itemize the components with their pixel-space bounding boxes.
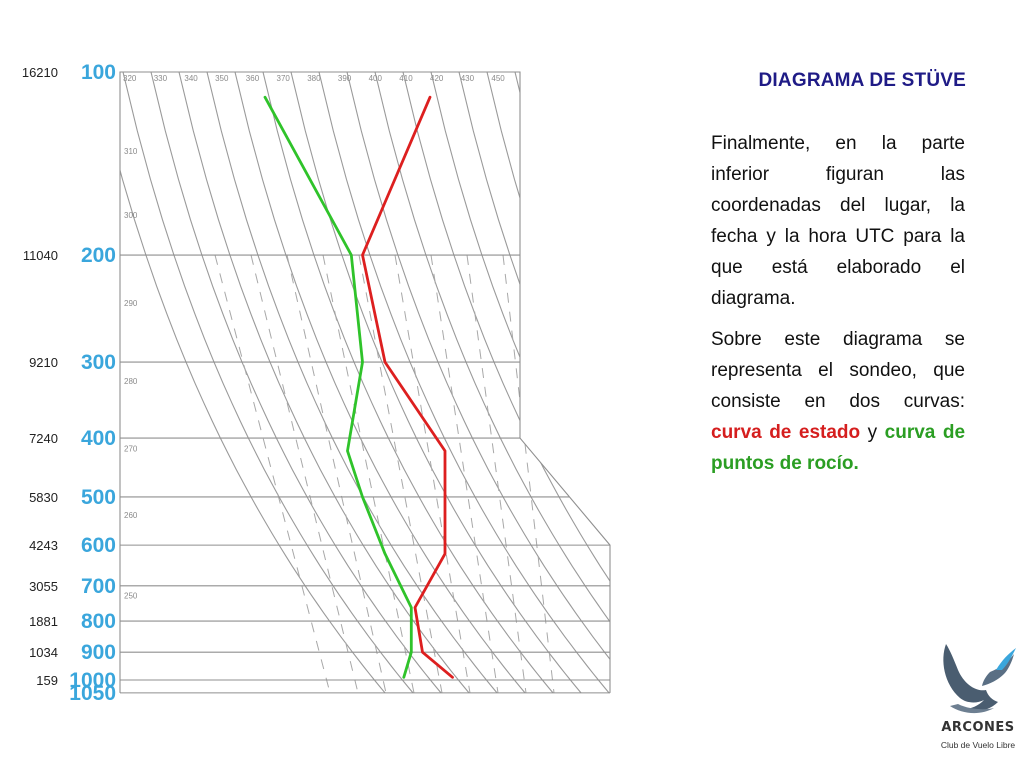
- explanation-text: Finalmente, en la parte inferior figuran…: [711, 128, 965, 489]
- pressure-tick-label: 400: [81, 427, 116, 450]
- dry-adiabat-line: [486, 72, 610, 693]
- paragraph-sounding: Sobre este diagrama se representa el son…: [711, 324, 965, 479]
- dry-adiabat-line: [683, 72, 700, 693]
- theta-side-label: 280: [124, 377, 138, 386]
- height-label: 16210: [22, 65, 58, 80]
- pressure-tick-label: 700: [81, 575, 116, 598]
- theta-top-label: 430: [461, 74, 475, 83]
- diagram-border: [119, 71, 611, 693]
- dry-adiabat-line: [570, 72, 610, 693]
- height-label: 3055: [29, 579, 58, 594]
- slide-title: DIAGRAMA DE STÜVE: [758, 70, 966, 91]
- height-label: 9210: [29, 355, 58, 370]
- paragraph-connector: y: [860, 422, 885, 443]
- paragraph-end: .: [853, 453, 859, 474]
- eagle-icon: [943, 644, 1016, 714]
- height-label: 4243: [29, 538, 58, 553]
- pressure-tick-label: 500: [81, 486, 116, 509]
- dry-adiabat-line: [402, 72, 610, 693]
- theta-top-label: 380: [307, 74, 321, 83]
- theta-side-label: 260: [124, 511, 138, 520]
- logo-name: ARCONES: [941, 720, 1015, 735]
- theta-top-label: 390: [338, 74, 352, 83]
- saturation-line: [394, 254, 471, 693]
- dewpoint-curve: [263, 95, 413, 679]
- state-curve-term: curva de estado: [711, 422, 861, 443]
- pressure-tick-label: 200: [81, 244, 116, 267]
- state-curve: [361, 95, 454, 679]
- theta-top-label: 360: [246, 74, 260, 83]
- height-label: 11040: [23, 248, 58, 263]
- theta-top-label: 450: [491, 74, 505, 83]
- theta-side-label: 300: [124, 211, 138, 220]
- logo-subtitle: Club de Vuelo Libre: [940, 740, 1016, 750]
- theta-top-label: 370: [277, 74, 291, 83]
- dry-adiabat-line: [178, 72, 470, 693]
- pressure-tick-label: 600: [81, 534, 116, 557]
- dry-adiabat-line: [262, 72, 554, 693]
- dry-adiabat-line: [318, 72, 610, 693]
- pressure-tick-label: 1000: [69, 669, 116, 692]
- arcones-logo: ARCONES Club de Vuelo Libre: [936, 640, 1020, 760]
- height-label: 1881: [29, 614, 58, 629]
- dry-adiabat-line: [122, 72, 414, 693]
- dry-adiabat-line: [627, 72, 700, 693]
- saturation-line: [466, 254, 527, 693]
- theta-top-label: 320: [123, 74, 137, 83]
- theta-top-label: 330: [154, 74, 168, 83]
- theta-side-label: 310: [124, 147, 138, 156]
- paragraph-coordinates: Finalmente, en la parte inferior figuran…: [711, 133, 965, 309]
- dry-adiabat-line: [120, 72, 386, 693]
- theta-top-label: 420: [430, 74, 444, 83]
- pressure-tick-label: 100: [81, 61, 116, 84]
- dewpoint-curve-term: curva de puntos de rocío: [711, 422, 966, 474]
- paragraph-intro: Sobre este diagrama se representa el son…: [711, 329, 965, 412]
- dry-adiabat-line: [150, 72, 442, 693]
- saturation-line: [502, 254, 555, 693]
- theta-top-label: 400: [369, 74, 383, 83]
- dry-adiabat-line: [598, 72, 610, 693]
- dry-adiabat-line: [290, 72, 582, 693]
- dry-adiabat-line: [655, 72, 700, 693]
- pressure-tick-label: 800: [81, 610, 116, 633]
- dry-adiabat-line: [346, 72, 610, 693]
- saturation-line: [322, 254, 415, 693]
- pressure-tick-label: 1050: [69, 682, 116, 705]
- dry-adiabat-line: [430, 72, 610, 693]
- theta-top-label: 410: [399, 74, 413, 83]
- dry-adiabat-line: [458, 72, 610, 693]
- saturation-line: [430, 254, 499, 693]
- saturation-line: [214, 254, 331, 693]
- height-label: 5830: [29, 490, 58, 505]
- stuve-diagram: 320 330 340 350 360 370 380 390 400 410 420 430 450 3…: [22, 61, 700, 705]
- theta-side-label: 250: [124, 591, 138, 600]
- theta-top-label: 340: [184, 74, 198, 83]
- pressure-tick-label: 900: [81, 641, 116, 664]
- height-label: 159: [36, 673, 58, 688]
- theta-side-label: 270: [124, 444, 138, 453]
- theta-side-label: 290: [124, 299, 138, 308]
- dry-adiabat-line: [234, 72, 526, 693]
- height-label: 1034: [29, 645, 58, 660]
- theta-top-label: 350: [215, 74, 229, 83]
- dry-adiabat-line: [374, 72, 610, 693]
- height-label: 7240: [29, 431, 58, 446]
- pressure-tick-label: 300: [81, 351, 116, 374]
